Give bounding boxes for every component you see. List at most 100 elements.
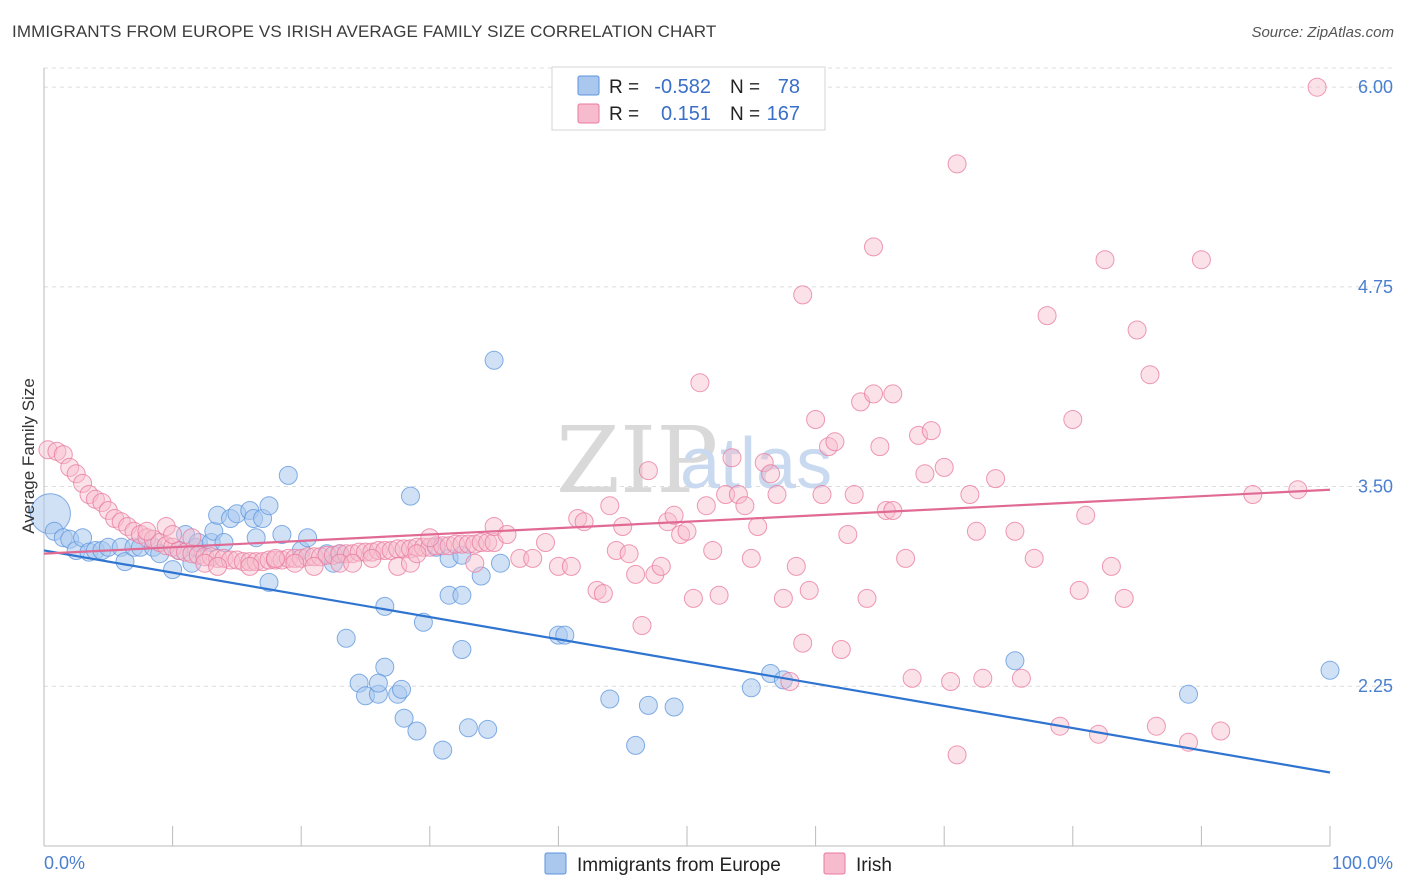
x-tick-label-min: 0.0% (44, 853, 85, 873)
point-irish (1140, 365, 1160, 385)
point-irish (343, 553, 363, 573)
point-irish (728, 485, 748, 504)
point-irish (703, 541, 723, 560)
point-irish (1011, 668, 1031, 688)
x-ticks (43, 826, 1331, 846)
point-irish (709, 585, 729, 605)
legend-swatch-blue (577, 75, 600, 96)
point-irish (626, 564, 646, 584)
point-irish (632, 616, 652, 635)
point-irish (1114, 588, 1134, 608)
y-axis-title: Average Family Size (19, 378, 38, 534)
point-irish (683, 588, 703, 608)
point-irish (98, 501, 118, 520)
point-irish (986, 469, 1006, 489)
trend-lines (43, 488, 1331, 774)
point-irish (510, 548, 530, 568)
point-irish (1211, 721, 1231, 741)
legend-n-label-1: N = (730, 77, 760, 98)
point-immigrants-from-europe (214, 533, 234, 552)
point-irish (208, 556, 228, 576)
point-irish (259, 550, 279, 570)
legend-swatch-immigrants (544, 852, 567, 875)
point-irish (857, 588, 877, 608)
point-irish (548, 556, 568, 576)
point-irish (53, 445, 73, 465)
point-irish (741, 548, 761, 568)
point-immigrants-from-europe (471, 566, 491, 586)
trend-line-immigrants-from-europe (43, 549, 1331, 774)
point-irish (195, 553, 215, 573)
point-irish (793, 633, 813, 653)
x-tick-label-max: 100.0% (1332, 853, 1393, 873)
point-irish (651, 556, 671, 576)
point-immigrants-from-europe (394, 708, 414, 728)
point-irish (1095, 250, 1115, 270)
point-irish (831, 640, 851, 659)
point-irish (600, 496, 620, 516)
point-immigrants-from-europe (336, 628, 356, 648)
point-irish (761, 464, 781, 484)
point-irish (156, 517, 176, 536)
point-irish (285, 553, 305, 573)
point-irish (240, 556, 260, 576)
point-irish (452, 534, 472, 554)
point-irish (883, 384, 903, 404)
point-irish (812, 485, 832, 504)
point-irish (233, 552, 253, 572)
point-irish (1037, 306, 1057, 326)
point-irish (1024, 548, 1044, 568)
trend-line-irish (43, 488, 1331, 555)
point-immigrants-from-europe (433, 740, 453, 760)
point-irish (793, 285, 813, 305)
point-irish (960, 485, 980, 504)
point-immigrants-from-europe (626, 735, 646, 755)
point-irish (388, 556, 408, 576)
point-immigrants-from-europe (368, 673, 388, 693)
point-irish (1076, 505, 1096, 525)
point-irish (536, 533, 555, 552)
point-irish (1101, 556, 1121, 576)
point-irish (1069, 580, 1089, 600)
point-irish (92, 493, 112, 512)
point-immigrants-from-europe (401, 486, 420, 506)
point-irish (1005, 521, 1025, 541)
point-immigrants-from-europe (278, 465, 298, 485)
point-irish (497, 525, 517, 544)
legend-r-value-2: 0.151 (661, 103, 711, 125)
legend-swatch-irish (823, 852, 846, 875)
point-irish (1063, 410, 1083, 429)
y-tick-label: 2.25 (1358, 676, 1393, 696)
legend-label-immigrants: Immigrants from Europe (577, 855, 781, 876)
point-immigrants-from-europe (163, 560, 183, 580)
point-irish (664, 505, 684, 525)
point-immigrants-from-europe (1005, 651, 1025, 671)
legend-r-label-2: R = (609, 104, 639, 125)
point-irish (896, 548, 916, 568)
point-irish (786, 556, 806, 576)
point-irish (735, 496, 755, 516)
point-irish (966, 521, 986, 541)
watermark-atlas: atlas (680, 424, 832, 504)
point-irish (934, 457, 954, 477)
point-irish (446, 534, 465, 554)
point-irish (298, 547, 318, 567)
point-irish (465, 553, 485, 573)
point-irish (915, 464, 935, 484)
legend-r-label-1: R = (609, 77, 639, 98)
point-immigrants-from-europe (272, 525, 292, 544)
point-immigrants-from-europe (1320, 660, 1340, 680)
point-irish (690, 373, 710, 393)
point-irish (780, 672, 800, 691)
point-irish (870, 437, 890, 457)
legend-swatch-pink (577, 103, 600, 124)
legend-n-value-1: 78 (778, 76, 800, 98)
point-irish (947, 745, 967, 765)
point-immigrants-from-europe (1179, 684, 1198, 704)
point-immigrants-from-europe (259, 572, 279, 592)
point-irish (941, 672, 961, 691)
y-tick-labels: 2.25 3.50 4.75 6.00 (1358, 77, 1393, 696)
legend-n-label-2: N = (730, 104, 760, 125)
point-irish (773, 588, 793, 608)
y-tick-label: 4.75 (1358, 277, 1393, 297)
